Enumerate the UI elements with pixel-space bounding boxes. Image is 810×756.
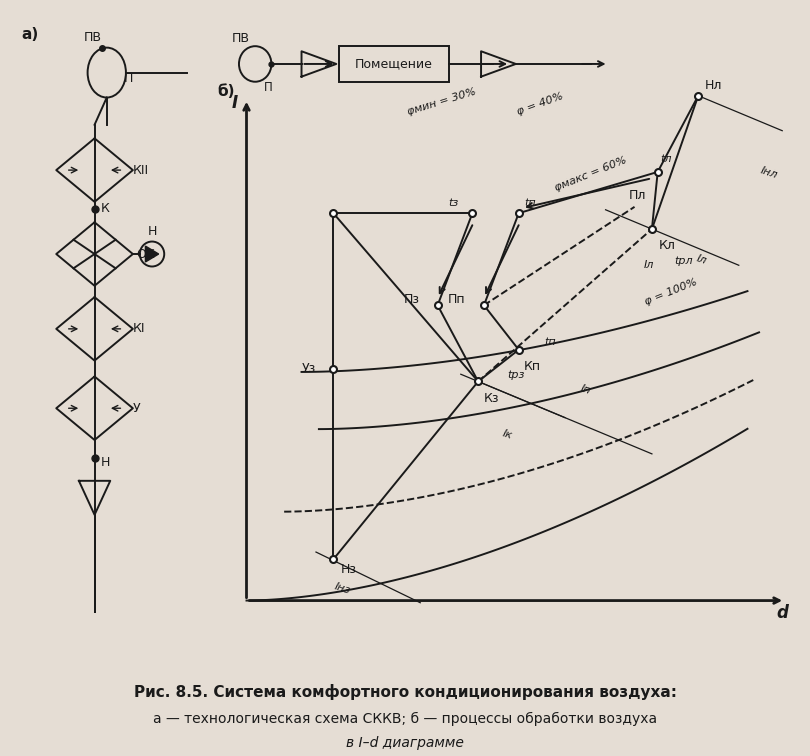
Text: tл: tл — [661, 154, 672, 164]
Text: Iнл: Iнл — [759, 166, 779, 180]
Text: φ = 40%: φ = 40% — [516, 91, 565, 116]
Text: в I–d диаграмме: в I–d диаграмме — [346, 736, 464, 751]
Text: Кз: Кз — [484, 392, 500, 404]
Text: ПВ: ПВ — [232, 32, 249, 45]
Text: Iл: Iл — [643, 260, 654, 271]
Text: Пп: Пп — [448, 293, 466, 305]
Text: tрз: tрз — [507, 370, 525, 380]
Text: φмин = 30%: φмин = 30% — [406, 86, 477, 116]
Text: Iнз: Iнз — [334, 581, 352, 596]
Text: ПВ: ПВ — [83, 31, 102, 44]
Text: б): б) — [218, 84, 235, 99]
Text: П: П — [264, 81, 273, 94]
Text: Помещение: Помещение — [356, 57, 433, 70]
Text: d: d — [777, 604, 788, 622]
Text: а — технологическая схема СККВ; б — процессы обработки воздуха: а — технологическая схема СККВ; б — проц… — [153, 712, 657, 727]
Text: КI: КI — [133, 322, 145, 336]
Text: Iк: Iк — [501, 428, 514, 441]
Text: Н: Н — [147, 225, 156, 237]
Text: Н: Н — [100, 456, 110, 469]
Text: tрл: tрл — [674, 256, 693, 266]
Text: К: К — [100, 202, 109, 215]
Text: I: I — [232, 94, 238, 113]
Text: tз: tз — [448, 197, 458, 208]
Text: Кл: Кл — [659, 240, 676, 253]
Text: Пз: Пз — [404, 293, 420, 305]
Text: КII: КII — [133, 163, 149, 177]
Text: Уз: Уз — [301, 362, 316, 375]
Text: Нл: Нл — [706, 79, 723, 92]
Text: Кп: Кп — [523, 360, 540, 373]
Text: П: П — [124, 72, 134, 85]
Text: Рис. 8.5. Система комфортного кондиционирования воздуха:: Рис. 8.5. Система комфортного кондициони… — [134, 684, 676, 700]
Text: φмакс = 60%: φмакс = 60% — [553, 155, 629, 193]
Text: а): а) — [21, 26, 39, 42]
Text: У: У — [133, 401, 140, 415]
Text: tп: tп — [525, 197, 536, 208]
Text: Нз: Нз — [340, 563, 356, 576]
Text: ОК: ОК — [136, 247, 155, 261]
Text: φ = 100%: φ = 100% — [643, 277, 699, 307]
Text: Iп: Iп — [579, 383, 593, 396]
Text: tп: tп — [545, 336, 556, 347]
Text: Iл: Iл — [695, 253, 708, 266]
Text: Пл: Пл — [629, 189, 646, 202]
Polygon shape — [146, 246, 159, 262]
